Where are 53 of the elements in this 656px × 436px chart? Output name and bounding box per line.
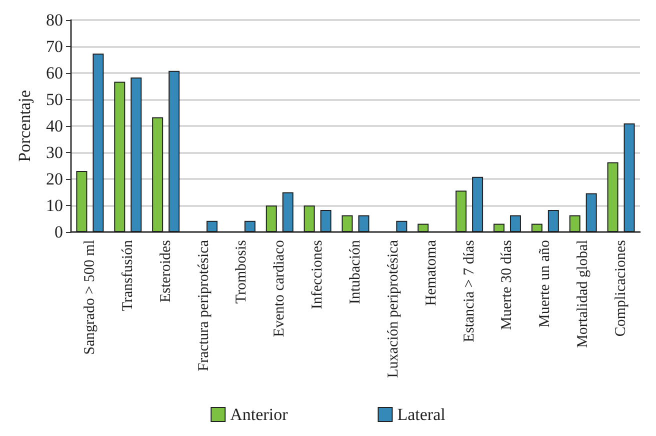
bar [569,215,580,232]
bar [493,224,504,232]
y-tick-label: 60 [46,64,63,82]
bar [396,220,408,232]
bar [548,210,559,232]
x-tick-label: Mortalidad global [575,240,592,348]
x-tick-label: Esteroides [158,240,174,302]
y-tick-label: 50 [46,90,63,109]
bar [304,206,315,232]
bar [76,171,88,232]
y-tick-label: 10 [46,196,63,215]
bar [282,192,294,232]
bar [168,70,180,232]
x-tick-label: Trombosis [234,240,250,304]
x-tick-label: Fractura periprotésica [196,240,212,372]
bar [152,117,164,232]
x-tick-label: Estancia > 7 días [461,240,478,342]
bar [244,220,256,232]
bar [320,210,332,232]
y-tick-label: 20 [46,170,63,188]
x-tick-label: Muerte 30 días [499,240,516,330]
bar [624,123,635,232]
legend-label: Anterior [230,405,288,424]
bar [92,54,104,232]
bar [342,215,353,232]
bar [266,206,277,232]
bar [418,224,429,232]
bar [130,78,142,232]
x-tick-label: Infecciones [310,240,326,310]
bar [607,162,618,232]
y-tick-label: 30 [46,143,63,162]
bar [472,176,484,232]
y-tick-label: 70 [46,37,63,56]
legend-label: Lateral [397,405,446,424]
x-tick-label: Evento cardiaco [272,240,288,338]
bar [586,193,597,232]
x-tick-label: Transfusión [120,240,136,312]
x-tick-label: Hematoma [423,240,440,306]
y-axis-title: Porcentaje [15,90,34,162]
x-tick-label: Luxación periprotésica [385,240,402,378]
bar [358,215,370,232]
bar [114,82,126,232]
bar [531,224,542,232]
x-tick-label: Complicaciones [613,240,630,337]
bar [510,215,521,232]
x-tick-label: Sangrado > 500 ml [82,240,98,355]
bar [456,190,467,232]
y-tick-label: 40 [46,116,63,136]
x-tick-label: Intubación [348,240,364,304]
y-tick-label: 0 [54,222,63,242]
bar [206,220,218,232]
y-tick-label: 80 [46,10,63,30]
x-tick-label: Muerte un año [537,240,554,328]
